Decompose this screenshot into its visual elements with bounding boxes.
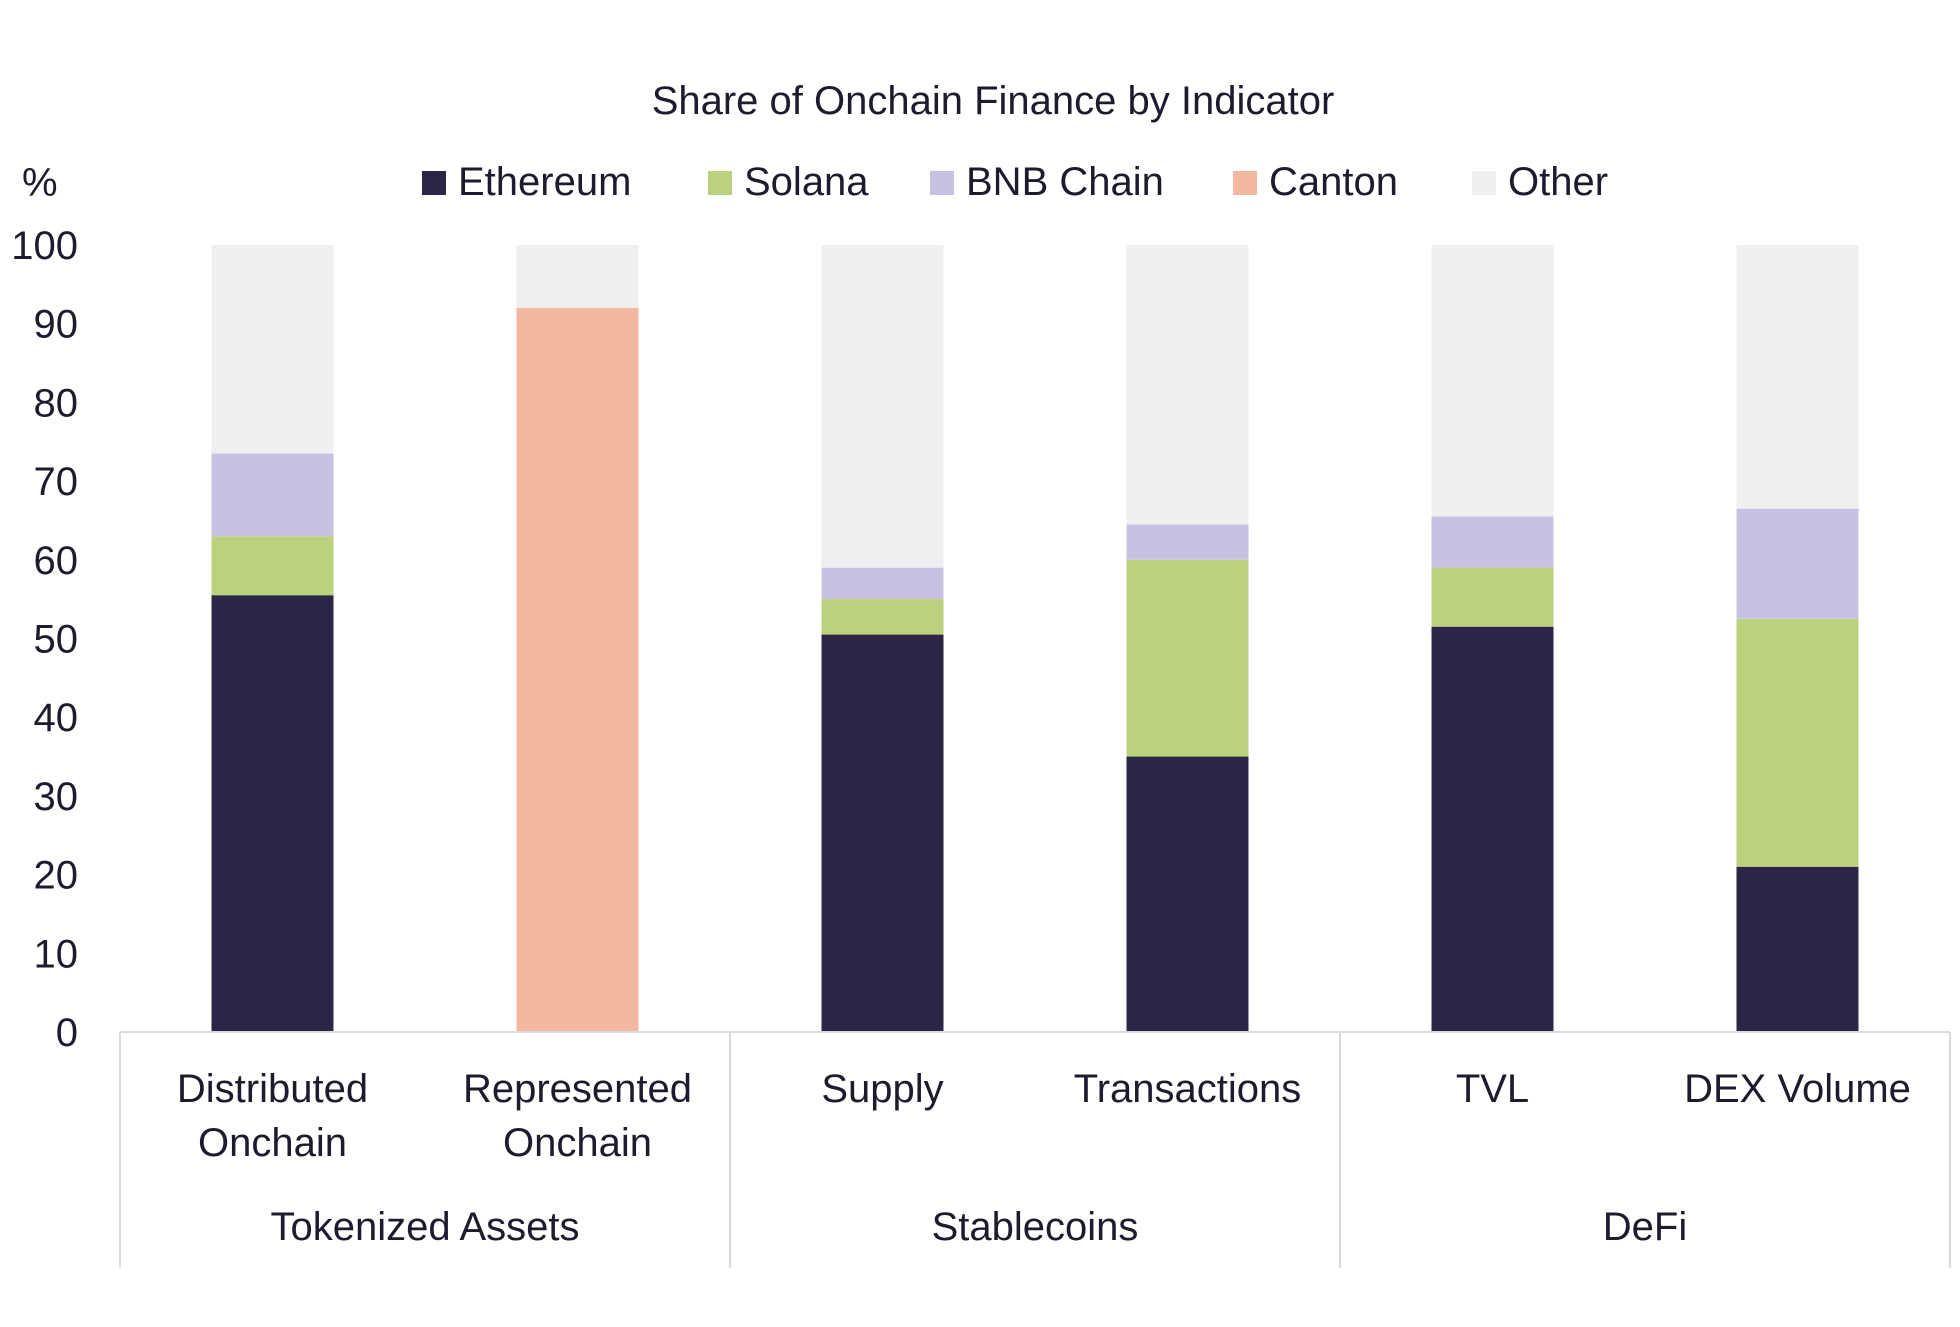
y-tick-label: 80 — [34, 381, 79, 425]
bar-segment-transactions-solana — [1126, 559, 1249, 757]
y-tick-label: 100 — [11, 224, 78, 268]
bar-segment-supply-solana — [821, 599, 944, 635]
bar-segment-dex-volume-solana — [1736, 618, 1859, 867]
x-category-label-represented-onchain: Represented Onchain — [463, 1067, 692, 1165]
bar-segment-dex-volume-other — [1736, 245, 1859, 509]
y-tick-label: 20 — [34, 854, 79, 898]
legend-label-bnb-chain: BNB Chain — [966, 160, 1164, 204]
bar-segment-supply-other — [821, 245, 944, 568]
y-tick-label: 70 — [34, 460, 79, 504]
bar-segment-transactions-other — [1126, 245, 1249, 525]
y-tick-label: 30 — [34, 775, 79, 819]
legend-swatch-solana — [708, 171, 732, 195]
y-tick-label: 50 — [34, 618, 79, 662]
bar-segment-distributed-onchain-other — [211, 245, 334, 454]
chart-title: Share of Onchain Finance by Indicator — [652, 79, 1335, 123]
x-axis: Tokenized Assets Stablecoins DeFi Distribut… — [119, 1031, 1951, 1268]
x-group-label-stablecoins: Stablecoins — [932, 1205, 1139, 1249]
x-category-label-transactions: Transactions — [1074, 1067, 1302, 1111]
bars — [211, 245, 1859, 1033]
y-tick-label: 10 — [34, 932, 79, 976]
bar-segment-represented-onchain-canton — [516, 307, 639, 1033]
legend-swatch-bnb-chain — [930, 171, 954, 195]
bar-segment-distributed-onchain-ethereum — [211, 595, 334, 1032]
bar-segment-tvl-bnb-chain — [1431, 516, 1554, 568]
legend: Ethereum Solana BNB Chain Canton Other — [422, 160, 1608, 204]
x-category-label-distributed-onchain: Distributed Onchain — [177, 1067, 368, 1165]
bar-segment-dex-volume-ethereum — [1736, 866, 1859, 1032]
bar-segment-supply-ethereum — [821, 634, 944, 1032]
x-group-label-defi: DeFi — [1603, 1205, 1687, 1249]
y-tick-label: 90 — [34, 303, 79, 347]
legend-label-ethereum: Ethereum — [458, 160, 631, 204]
y-axis-ticks: 0 10 20 30 40 50 60 70 80 90 100 — [11, 224, 78, 1055]
bar-segment-transactions-bnb-chain — [1126, 524, 1249, 560]
bar-segment-distributed-onchain-bnb-chain — [211, 453, 334, 537]
x-category-label-tvl: TVL — [1456, 1067, 1529, 1111]
bar-segment-transactions-ethereum — [1126, 756, 1249, 1032]
bar-segment-represented-onchain-other — [516, 245, 639, 308]
legend-swatch-canton — [1233, 171, 1257, 195]
x-category-label-supply: Supply — [821, 1067, 943, 1111]
legend-swatch-other — [1472, 171, 1496, 195]
bar-segment-supply-bnb-chain — [821, 567, 944, 600]
bar-segment-tvl-ethereum — [1431, 626, 1554, 1032]
legend-label-solana: Solana — [744, 160, 869, 204]
bar-segment-distributed-onchain-solana — [211, 536, 334, 596]
legend-label-canton: Canton — [1269, 160, 1398, 204]
legend-label-other: Other — [1508, 160, 1608, 204]
bar-segment-tvl-other — [1431, 245, 1554, 517]
y-axis-label: % — [22, 161, 58, 205]
legend-swatch-ethereum — [422, 171, 446, 195]
y-tick-label: 40 — [34, 696, 79, 740]
y-tick-label: 0 — [56, 1011, 78, 1055]
bar-segment-dex-volume-bnb-chain — [1736, 508, 1859, 619]
x-category-label-dex-volume: DEX Volume — [1684, 1067, 1911, 1111]
x-group-label-tokenized-assets: Tokenized Assets — [270, 1205, 579, 1249]
bar-segment-tvl-solana — [1431, 567, 1554, 627]
y-tick-label: 60 — [34, 539, 79, 583]
